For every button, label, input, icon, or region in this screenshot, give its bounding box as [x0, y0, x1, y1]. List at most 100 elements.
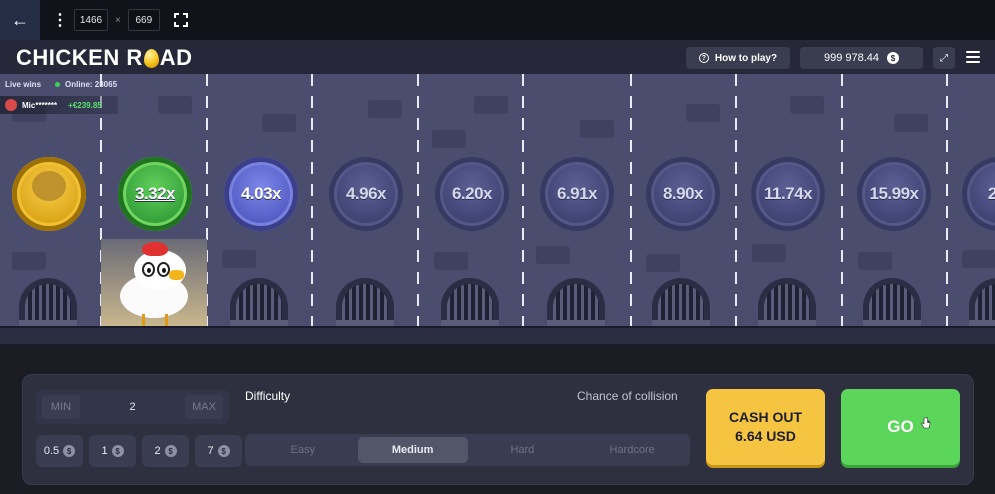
wall-brick: [536, 246, 570, 264]
dollar-coin-icon: $: [164, 445, 177, 457]
wall-brick: [474, 96, 508, 114]
chip-value: 0.5: [43, 445, 60, 457]
live-win-row: Mic******* +€239.85: [0, 96, 118, 114]
help-icon: ?: [698, 53, 709, 63]
dollar-coin-icon: $: [111, 445, 124, 457]
wall-brick: [646, 254, 680, 272]
difficulty-label: Difficulty: [245, 389, 291, 403]
sewer-grate: [19, 278, 77, 326]
difficulty-option-easy[interactable]: Easy: [290, 444, 316, 456]
hamburger-menu-icon[interactable]: [966, 51, 980, 63]
winner-name: Mic*******: [22, 100, 58, 110]
viewer-toolbar: ← ⋮ 1466 × 669: [0, 0, 995, 40]
lane-divider: [841, 74, 843, 326]
dimension-separator: ×: [115, 14, 121, 26]
road-curb: [0, 326, 995, 344]
sewer-grate: [758, 278, 816, 326]
online-dot-icon: [55, 82, 60, 87]
more-options-icon[interactable]: ⋮: [52, 12, 68, 29]
wall-brick: [432, 130, 466, 148]
min-button[interactable]: MIN: [42, 395, 80, 419]
difficulty-selector: Easy Medium Hard Hardcore: [245, 434, 690, 466]
multiplier-value: 6.91x: [556, 184, 598, 203]
lane-divider: [946, 74, 948, 326]
multiplier-value: 4.96x: [345, 184, 387, 203]
online-count: Online: 28065: [55, 80, 117, 89]
balance-display: 999 978.44 $: [800, 47, 923, 69]
wall-brick: [262, 114, 296, 132]
cash-out-button[interactable]: CASH OUT 6.64 USD: [706, 389, 825, 465]
wall-brick: [222, 250, 256, 268]
roast-chicken-icon: [32, 171, 66, 201]
wall-brick: [894, 114, 928, 132]
multiplier-coin[interactable]: 4.03x: [224, 157, 298, 231]
multiplier-coin: 3.32x: [118, 157, 192, 231]
sewer-grate: [441, 278, 499, 326]
height-input[interactable]: 669: [127, 9, 160, 31]
go-label: GO: [887, 417, 914, 436]
collision-chance-label: Chance of collision: [577, 389, 678, 403]
back-arrow-icon[interactable]: ←: [0, 0, 40, 40]
wall-brick: [12, 252, 46, 270]
sewer-grate: [969, 278, 995, 326]
quick-stake-chip[interactable]: 0.5 $: [36, 435, 83, 467]
difficulty-option-medium[interactable]: Medium: [357, 437, 468, 463]
dollar-coin-icon: $: [63, 445, 76, 457]
wall-brick: [434, 252, 468, 270]
stake-input[interactable]: MIN 2 MAX: [36, 390, 229, 424]
quick-stake-chip[interactable]: 1 $: [89, 435, 136, 467]
chip-value: 7: [207, 445, 214, 457]
chip-value: 2: [154, 445, 161, 457]
lane-divider: [417, 74, 419, 326]
wall-brick: [962, 250, 995, 268]
live-wins-label: Live wins: [5, 80, 42, 89]
game-road: 3.32x 4.03x 4.96x 6.20x 6.91x 8.90x 11.74x 15.9…: [0, 74, 995, 344]
game-header: CHICKEN R AD ? How to play? 999 978.44 $ …: [0, 40, 995, 74]
game-logo: CHICKEN R AD: [16, 45, 193, 71]
wall-brick: [858, 252, 892, 270]
multiplier-value: 22.: [987, 184, 995, 203]
wall-brick: [580, 120, 614, 138]
sewer-grate: [652, 278, 710, 326]
bet-panel: MIN 2 MAX 0.5 $1 $2 $7 $ Difficulty Chance o…: [22, 374, 974, 485]
sewer-grate: [863, 278, 921, 326]
lane-divider: [522, 74, 524, 326]
logo-text-end: AD: [159, 45, 193, 70]
quick-stake-chip[interactable]: 7 $: [195, 435, 242, 467]
multiplier-coin: 6.91x: [540, 157, 614, 231]
multiplier-value: 8.90x: [662, 184, 704, 203]
cash-out-amount: 6.64 USD: [735, 428, 796, 444]
logo-text: CHICKEN R: [16, 45, 143, 70]
online-text: Online: 28065: [65, 80, 118, 89]
multiplier-value: 11.74x: [763, 184, 813, 203]
chip-value: 1: [101, 445, 108, 457]
sewer-grate: [336, 278, 394, 326]
chicken-character: [112, 242, 198, 326]
wall-brick: [686, 104, 720, 122]
width-input[interactable]: 1466: [74, 9, 108, 31]
stake-value[interactable]: 2: [129, 401, 136, 413]
multiplier-coin: 15.99x: [857, 157, 931, 231]
control-area: MIN 2 MAX 0.5 $1 $2 $7 $ Difficulty Chance o…: [0, 344, 995, 494]
multiplier-coin: 8.90x: [646, 157, 720, 231]
difficulty-option-hardcore[interactable]: Hardcore: [609, 444, 655, 456]
expand-icon[interactable]: ⤢: [933, 47, 955, 69]
multiplier-value: 4.03x: [240, 184, 282, 203]
quick-stake-chip[interactable]: 2 $: [142, 435, 189, 467]
start-coin: [12, 157, 86, 231]
difficulty-option-hard[interactable]: Hard: [510, 444, 535, 456]
sewer-grate: [547, 278, 605, 326]
multiplier-value: 15.99x: [869, 184, 920, 203]
wall-brick: [752, 244, 786, 262]
max-button[interactable]: MAX: [185, 395, 223, 419]
lane-divider: [100, 74, 102, 326]
dollar-coin-icon: $: [217, 445, 230, 457]
lane-divider: [735, 74, 737, 326]
fullscreen-icon[interactable]: [173, 13, 188, 27]
dollar-coin-icon: $: [887, 52, 900, 64]
sewer-grate: [230, 278, 288, 326]
wall-brick: [368, 100, 402, 118]
how-to-play-button[interactable]: ? How to play?: [686, 47, 790, 69]
lane-divider: [206, 74, 208, 326]
go-button[interactable]: GO: [841, 389, 960, 465]
